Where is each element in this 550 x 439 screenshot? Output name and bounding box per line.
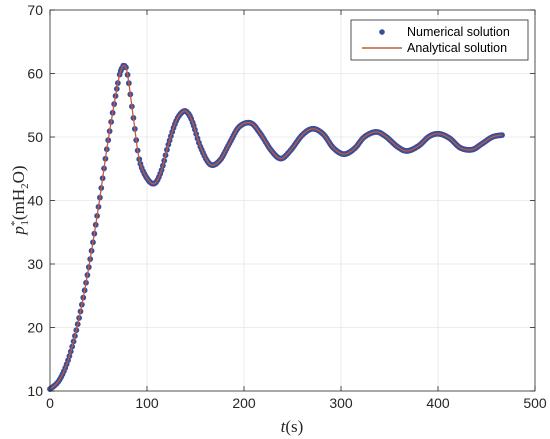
y-tick-label: 20 — [27, 320, 43, 336]
x-tick-label: 400 — [426, 395, 450, 411]
legend: Numerical solution Analytical solution — [350, 19, 529, 61]
y-label-paren-open: ( — [9, 214, 28, 220]
y-label-p: p — [9, 226, 28, 236]
x-axis-label-var: t — [281, 417, 287, 436]
series-layer — [47, 62, 505, 392]
x-tick-label: 100 — [135, 395, 159, 411]
y-label-o-close: O) — [9, 165, 28, 183]
grid-lines — [50, 10, 535, 391]
y-tick-label: 50 — [27, 129, 43, 145]
y-label-mh: mH — [9, 189, 28, 215]
x-axis-label: t(s) — [281, 417, 304, 436]
y-label-star: * — [9, 221, 21, 227]
legend-label-numerical: Numerical solution — [407, 25, 510, 39]
y-label-sub2: 2 — [19, 183, 31, 189]
x-tick-label: 0 — [46, 395, 54, 411]
x-tick-label: 200 — [232, 395, 256, 411]
legend-label-analytical: Analytical solution — [407, 41, 507, 55]
y-tick-label: 60 — [27, 66, 43, 82]
x-tick-label: 300 — [329, 395, 353, 411]
legend-box — [350, 19, 529, 61]
x-axis-label-unit: (s) — [285, 417, 303, 436]
legend-marker-numerical — [379, 29, 385, 35]
y-tick-label: 30 — [27, 256, 43, 272]
y-tick-label: 70 — [27, 2, 43, 18]
y-axis-label: p*1(mH2O) — [9, 165, 31, 235]
axis-ticks: 0 100 200 300 400 500 10 20 30 40 50 60 70 — [27, 2, 546, 411]
y-tick-label: 40 — [27, 193, 43, 209]
x-tick-label: 500 — [523, 395, 547, 411]
y-label-sub1: 1 — [19, 220, 31, 226]
y-tick-label: 10 — [27, 383, 43, 399]
series-analytical-line — [49, 64, 503, 390]
